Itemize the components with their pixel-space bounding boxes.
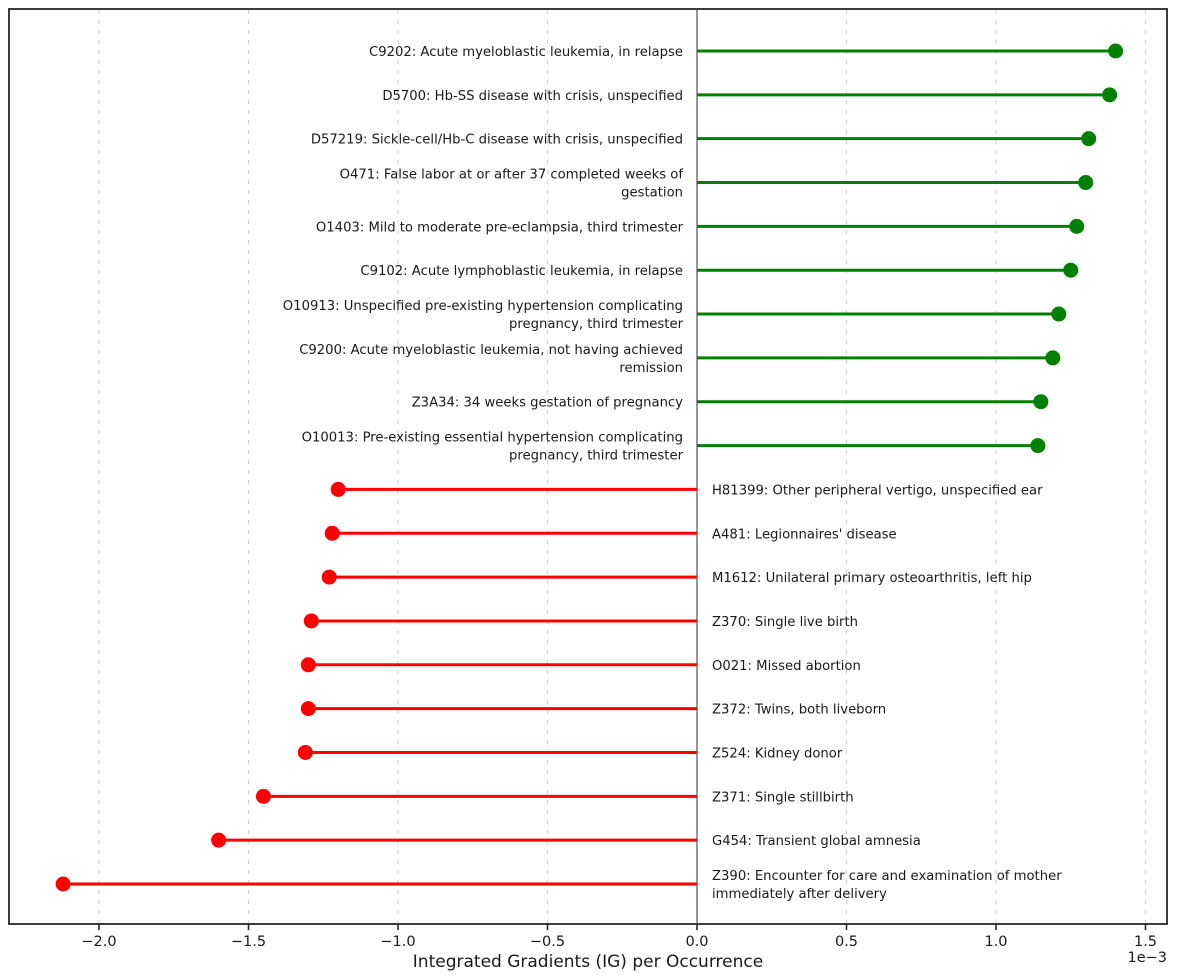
category-label: O471: False labor at or after 37 complet…: [340, 168, 684, 201]
category-label: O10913: Unspecified pre-existing hyperte…: [283, 299, 684, 332]
stem-dot: [55, 876, 71, 892]
stem-dot: [1045, 350, 1061, 366]
category-label: M1612: Unilateral primary osteoarthritis…: [712, 571, 1032, 586]
series-layer: C9202: Acute myeloblastic leukemia, in r…: [55, 43, 1124, 902]
stem-dot: [255, 788, 271, 804]
x-tick-label: 0.5: [835, 934, 858, 950]
category-label: Z371: Single stillbirth: [712, 790, 854, 805]
category-label: Z390: Encounter for care and examination…: [712, 869, 1062, 902]
x-axis-offset-label: 1e−3: [1127, 950, 1167, 966]
x-tick-label: −1.0: [380, 934, 415, 950]
stem-dot: [324, 525, 340, 541]
category-label: Z372: Twins, both liveborn: [712, 703, 886, 718]
category-label: C9102: Acute lymphoblastic leukemia, in …: [360, 264, 683, 279]
x-axis-label: Integrated Gradients (IG) per Occurrence: [413, 952, 763, 972]
category-label: H81399: Other peripheral vertigo, unspec…: [712, 483, 1043, 498]
stem-dot: [1078, 175, 1094, 191]
grid-layer: [98, 10, 1147, 923]
stem-dot: [211, 832, 227, 848]
stem-dot: [1108, 43, 1124, 59]
stem-dot: [1081, 131, 1097, 147]
category-label: Z370: Single live birth: [712, 615, 858, 630]
x-tick-label: 1.0: [984, 934, 1007, 950]
x-tick-label: −0.5: [530, 934, 565, 950]
stem-dot: [321, 569, 337, 585]
x-tick-label: −2.0: [81, 934, 116, 950]
category-label: O021: Missed abortion: [712, 659, 861, 674]
axis-layer: −2.0 −1.5 −1.0 −0.5 0.0 0.5 1.0 1.5: [8, 8, 1168, 950]
plot-border: [8, 8, 1168, 925]
category-label: D5700: Hb-SS disease with crisis, unspec…: [382, 89, 683, 104]
stem-dot: [1102, 87, 1118, 103]
stem-dot: [1033, 394, 1049, 410]
stem-dot: [1069, 218, 1085, 234]
category-label: Z524: Kidney donor: [712, 746, 843, 761]
category-label: D57219: Sickle-cell/Hb-C disease with cr…: [311, 133, 683, 148]
stem-dot: [1051, 306, 1067, 322]
category-label: G454: Transient global amnesia: [712, 834, 921, 849]
category-label: O1403: Mild to moderate pre-eclampsia, t…: [316, 220, 684, 235]
x-tick-label: 1.5: [1134, 934, 1157, 950]
x-tick-label: −1.5: [231, 934, 266, 950]
category-label: C9202: Acute myeloblastic leukemia, in r…: [369, 45, 683, 60]
stem-dot: [303, 613, 319, 629]
stem-dot: [300, 657, 316, 673]
x-tick-label: 0.0: [685, 934, 708, 950]
stem-dot: [1030, 438, 1046, 454]
category-label: O10013: Pre-existing essential hypertens…: [302, 431, 684, 464]
category-label: A481: Legionnaires' disease: [712, 527, 897, 542]
category-label: C9200: Acute myeloblastic leukemia, not …: [299, 343, 683, 376]
stem-dot: [297, 744, 313, 760]
stem-dot: [330, 481, 346, 497]
category-label: Z3A34: 34 weeks gestation of pregnancy: [412, 396, 684, 411]
stem-dot: [300, 701, 316, 717]
stem-dot: [1063, 262, 1079, 278]
